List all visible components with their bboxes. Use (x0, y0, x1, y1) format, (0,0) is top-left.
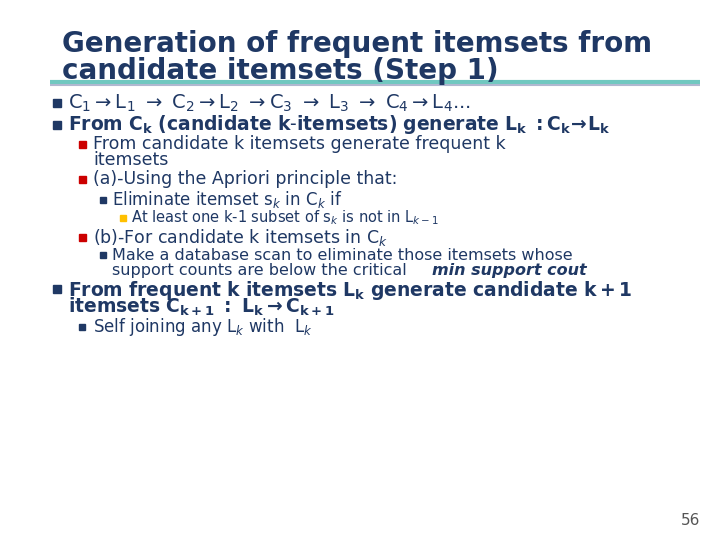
Bar (120, 215, 126, 221)
Bar (78, 140, 86, 147)
Text: $\bf{From\ C_k\ (candidate\ k\text{-}itemsets)\ generate\ L_k\ :C_k\!\rightarrow: $\bf{From\ C_k\ (candidate\ k\text{-}ite… (68, 113, 611, 137)
Text: Make a database scan to eliminate those itemsets whose: Make a database scan to eliminate those … (112, 247, 572, 262)
Text: Self joining any L$_k$ with  L$_k$: Self joining any L$_k$ with L$_k$ (93, 316, 312, 338)
Text: $\bf{itemsets\ C_{k+1}\ :\ L_k \rightarrow C_{k+1}}$: $\bf{itemsets\ C_{k+1}\ :\ L_k \rightarr… (68, 296, 335, 318)
Bar (100, 197, 106, 203)
Text: (b)-For candidate k itemsets in C$_k$: (b)-For candidate k itemsets in C$_k$ (93, 226, 388, 247)
Bar (78, 176, 86, 183)
Text: From candidate k itemsets generate frequent k: From candidate k itemsets generate frequ… (93, 135, 505, 153)
Text: Eliminate itemset s$_k$ in C$_k$ if: Eliminate itemset s$_k$ in C$_k$ if (112, 190, 343, 211)
Bar (100, 252, 106, 258)
Text: At least one k-1 subset of s$_k$ is not in L$_{k-1}$: At least one k-1 subset of s$_k$ is not … (131, 208, 439, 227)
Text: Generation of frequent itemsets from: Generation of frequent itemsets from (62, 30, 652, 58)
Text: (a)-Using the Apriori principle that:: (a)-Using the Apriori principle that: (93, 170, 397, 188)
Text: 56: 56 (680, 513, 700, 528)
Bar (53, 99, 61, 107)
Text: C$_1$$\rightarrow$L$_1$ $\rightarrow$ C$_2$$\rightarrow$L$_2$ $\rightarrow$C$_3$: C$_1$$\rightarrow$L$_1$ $\rightarrow$ C$… (68, 92, 471, 113)
Bar (53, 285, 61, 293)
Bar (78, 233, 86, 240)
Text: min support cout: min support cout (432, 262, 587, 278)
Bar (53, 121, 61, 129)
Bar (79, 324, 85, 330)
Text: $\bf{From\ frequent\ k\ itemsets\ L_k\ generate\ candidate\ k+1}$: $\bf{From\ frequent\ k\ itemsets\ L_k\ g… (68, 279, 632, 301)
Text: candidate itemsets (Step 1): candidate itemsets (Step 1) (62, 57, 499, 85)
Text: support counts are below the critical: support counts are below the critical (112, 262, 412, 278)
Text: itemsets: itemsets (93, 151, 168, 169)
